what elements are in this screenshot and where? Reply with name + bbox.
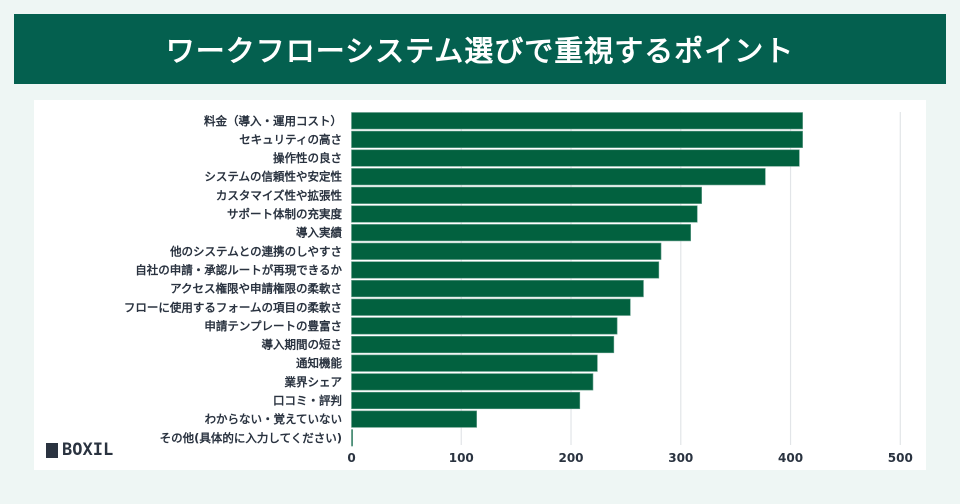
category-label: わからない・覚えていない (205, 412, 342, 426)
bar (351, 373, 594, 391)
logo-text: BOXIL (62, 440, 114, 460)
bar (351, 391, 581, 410)
bar (351, 429, 353, 447)
bar (351, 354, 598, 372)
x-tick-label: 0 (347, 451, 355, 465)
category-label: 料金（導入・運用コスト） (204, 114, 342, 128)
x-tick-label: 500 (888, 451, 913, 465)
x-tick-label: 400 (778, 451, 803, 465)
bar (351, 280, 644, 298)
bar (351, 186, 702, 204)
bar (351, 149, 800, 167)
bar (351, 317, 618, 335)
bar (351, 410, 477, 428)
bar (351, 130, 803, 148)
bar (351, 168, 766, 186)
bar (351, 112, 803, 130)
x-tick-label: 300 (668, 451, 693, 465)
bar (351, 335, 615, 354)
bar (351, 242, 662, 260)
category-label: 申請テンプレートの豊富さ (204, 319, 342, 333)
bar (351, 261, 660, 279)
x-tick-label: 200 (558, 451, 583, 465)
category-label: 操作性の良さ (273, 151, 342, 165)
category-label: 他のシステムとの連携のしやすさ (169, 244, 342, 258)
logo-mark-icon (46, 442, 58, 458)
category-label: 自社の申請・承認ルートが再現できるか (135, 263, 342, 277)
category-label: セキュリティの高さ (239, 132, 342, 146)
category-label: アクセス権限や申請権限の柔軟さ (170, 282, 342, 296)
category-label: サポート体制の充実度 (227, 207, 342, 221)
category-label: 導入実績 (296, 226, 342, 240)
title-banner: ワークフローシステム選びで重視するポイント (14, 14, 946, 84)
chart-title: ワークフローシステム選びで重視するポイント (165, 34, 795, 68)
boxil-logo: BOXIL (46, 440, 113, 460)
bar (351, 224, 691, 242)
category-label: 業界シェア (284, 375, 343, 389)
category-label: カスタマイズ性や拡張性 (216, 188, 343, 202)
category-label: システムの信頼性や安定性 (204, 170, 342, 184)
category-label: 通知機能 (296, 356, 342, 370)
bar (351, 205, 698, 223)
category-label: フローに使用するフォームの項目の柔軟さ (124, 300, 342, 314)
category-label: その他(具体的に入力してください) (160, 431, 342, 445)
category-label: 口コミ・評判 (273, 394, 342, 408)
x-tick-label: 100 (449, 451, 474, 465)
bar (351, 298, 631, 316)
category-label: 導入期間の短さ (262, 338, 343, 352)
